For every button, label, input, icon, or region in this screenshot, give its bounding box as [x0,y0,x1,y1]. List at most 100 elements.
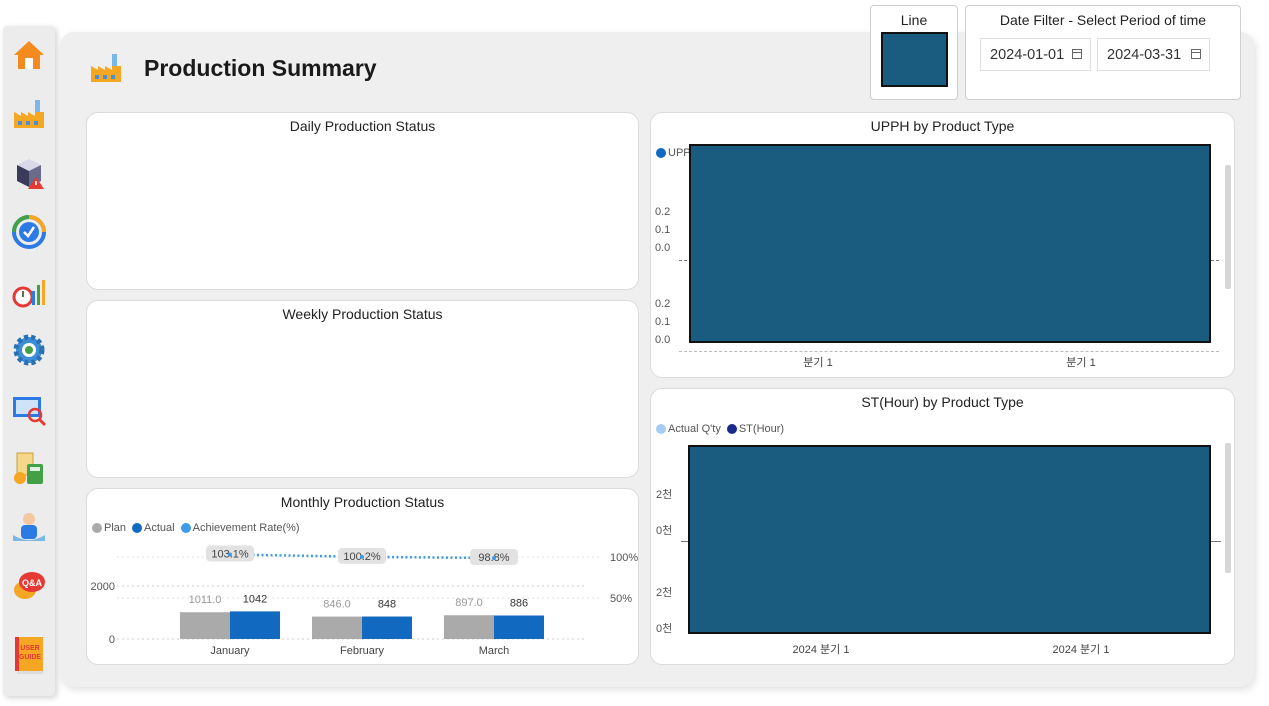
plan-bar [312,616,362,639]
factory-icon [91,54,121,82]
y-tick: 0.0 [655,334,671,346]
legend-plan[interactable]: Plan [92,522,126,534]
y-tick: 0.1 [655,224,671,236]
sidebar-item-defect[interactable] [7,151,51,195]
daily-production-card: Daily Production Status [86,112,639,290]
st-visual-fill[interactable] [688,445,1211,634]
line-slicer-selection[interactable] [881,32,948,87]
y-tick: 0천 [656,525,673,537]
svg-text:USER: USER [20,645,39,652]
sidebar-item-kpi[interactable] [7,210,51,254]
legend-label: Plan [104,522,127,534]
y-tick: 0천 [656,623,673,635]
sidebar-item-analysis[interactable] [7,387,51,431]
sidebar-item-user-guide[interactable]: USER GUIDE [7,631,51,679]
plan-value-label: 897.0 [455,597,483,609]
magnifier-chart-icon [13,397,47,427]
legend-label: ST(Hour) [738,423,785,435]
rate-point [228,552,232,557]
legend-achievement-rate[interactable]: Achievement Rate(%) [180,522,300,534]
legend-dot [180,523,191,533]
actual-bar [362,616,412,639]
sidebar: Q&A USER GUIDE [3,26,55,696]
worker-icon [13,513,45,541]
page-title: Production Summary [144,54,377,81]
upph-card: UPPH by Product Type UPP 0.2 0.1 0.0 0.2… [650,112,1235,378]
y-tick: 2000 [91,581,115,593]
sidebar-item-qa[interactable]: Q&A [7,564,51,608]
chart-clock-icon [12,280,45,308]
date-filter-title: Date Filter - Select Period of time [999,12,1207,28]
y-tick: 2천 [656,587,673,599]
x-tick: February [340,645,385,657]
end-date-input[interactable]: 2024-03-31 [1097,38,1210,71]
sidebar-item-personnel[interactable] [7,505,51,549]
axis-line [679,351,1219,352]
legend-upph[interactable]: UPP [656,147,691,159]
sidebar-item-settings[interactable] [7,328,51,372]
plan-value-label: 846.0 [323,599,351,611]
y-tick: 0.1 [655,316,671,328]
weekly-production-card: Weekly Production Status [86,300,639,478]
svg-text:GUIDE: GUIDE [19,654,42,661]
start-date-value: 2024-01-01 [990,46,1065,63]
legend-dot [726,424,737,434]
sidebar-item-home[interactable] [7,33,51,77]
defect-alert-icon [17,159,44,189]
plan-value-label: 1011.0 [189,594,222,606]
st-legend: Actual Q'ty ST(Hour) [656,423,784,435]
end-date-value: 2024-03-31 [1107,46,1182,63]
actual-value-label: 1042 [243,593,267,605]
monthly-production-title: Monthly Production Status [280,494,445,510]
upph-legend: UPP [656,147,691,159]
legend-st-hour[interactable]: ST(Hour) [726,423,785,435]
monthly-production-card: Monthly Production Status Plan Actual Ac… [86,488,639,665]
x-tick: 2024 분기 1 [1052,644,1110,656]
gear-icon [13,334,45,366]
legend-dot [656,424,666,434]
user-guide-book-icon: USER GUIDE [15,637,43,674]
y2-tick: 50% [610,593,632,605]
calculator-icon [14,452,43,484]
y-tick: 0 [109,634,115,646]
upph-title: UPPH by Product Type [870,118,1015,134]
kpi-gauge-icon [12,215,46,249]
x-tick: January [210,645,250,657]
calendar-icon[interactable] [1072,49,1082,59]
actual-bar [494,615,544,639]
y2-tick: 100% [610,552,638,564]
rate-point [492,555,496,560]
legend-actual[interactable]: Actual [132,522,175,534]
legend-actual-qty[interactable]: Actual Q'ty [656,423,721,435]
sidebar-item-cost[interactable] [7,446,51,490]
legend-label: UPP [668,147,691,159]
calendar-icon[interactable] [1191,49,1201,59]
st-scrollbar[interactable] [1225,443,1231,573]
monthly-bar-chart: 20000100%50%1011.01042January103.1%846.0… [91,545,638,657]
x-tick: March [479,645,510,657]
upph-visual-fill[interactable] [689,144,1211,343]
legend-label: Actual Q'ty [668,423,721,435]
plan-bar [180,612,230,639]
y-tick: 2천 [656,489,673,501]
legend-label: Actual [144,522,175,534]
legend-label: Achievement Rate(%) [192,522,300,534]
legend-dot [132,523,143,533]
plan-bar [444,615,494,639]
qa-bubble-icon: Q&A [14,572,45,599]
x-tick: 분기 1 [1066,357,1096,369]
x-tick: 분기 1 [803,357,833,369]
start-date-input[interactable]: 2024-01-01 [980,38,1091,71]
y-tick: 0.2 [655,206,671,218]
sidebar-item-efficiency[interactable] [7,269,51,313]
st-hour-card: ST(Hour) by Product Type Actual Q'ty ST(… [650,388,1235,665]
monthly-legend: Plan Actual Achievement Rate(%) [92,522,300,534]
line-slicer-title: Line [900,12,928,28]
line-slicer[interactable]: Line [870,5,958,100]
actual-bar [230,611,280,639]
page-header: Production Summary [88,50,377,86]
upph-scrollbar[interactable] [1225,165,1231,289]
sidebar-item-production[interactable] [7,92,51,136]
y-tick: 0.2 [655,298,671,310]
x-tick: 2024 분기 1 [792,644,850,656]
